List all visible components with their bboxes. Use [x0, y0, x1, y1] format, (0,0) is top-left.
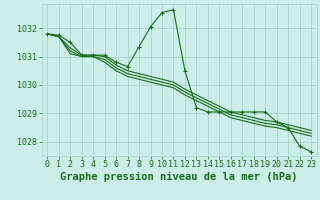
X-axis label: Graphe pression niveau de la mer (hPa): Graphe pression niveau de la mer (hPa) [60, 172, 298, 182]
